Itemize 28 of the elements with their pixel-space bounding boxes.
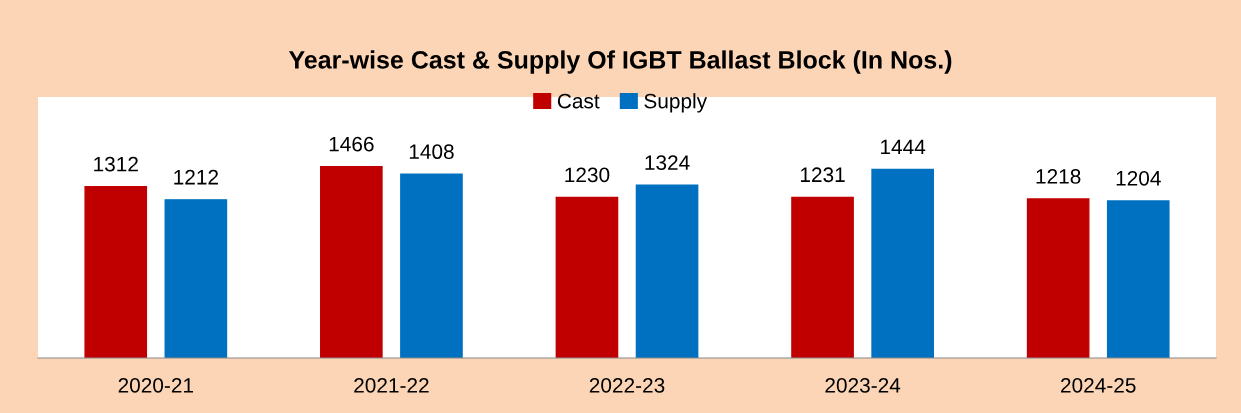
x-tick-label: 2024-25 bbox=[1061, 377, 1136, 393]
data-label: 1324 bbox=[645, 155, 690, 170]
legend-label: Cast bbox=[557, 93, 600, 109]
x-tick-label: 2023-24 bbox=[825, 377, 901, 393]
data-label: 1212 bbox=[174, 169, 218, 185]
data-label: 1466 bbox=[329, 136, 374, 152]
bar bbox=[1106, 200, 1170, 358]
bar bbox=[1026, 198, 1090, 358]
data-label: 1312 bbox=[94, 156, 138, 172]
bar bbox=[84, 186, 148, 358]
x-tick-label: 2022-23 bbox=[589, 377, 665, 393]
data-label: 1204 bbox=[1116, 170, 1161, 186]
bar bbox=[791, 196, 854, 358]
bar bbox=[555, 196, 619, 358]
bar bbox=[400, 173, 463, 358]
data-label: 1231 bbox=[800, 167, 845, 183]
bar bbox=[320, 165, 383, 358]
data-label: 1230 bbox=[565, 167, 610, 183]
chart-title: Year-wise Cast & Supply Of IGBT Ballast Block (In Nos.) bbox=[288, 50, 952, 74]
bar bbox=[871, 168, 934, 358]
data-label: 1408 bbox=[409, 144, 454, 160]
data-label: 1444 bbox=[881, 139, 926, 155]
bar bbox=[635, 184, 699, 358]
bar bbox=[164, 199, 228, 358]
x-tick-label: 2021-22 bbox=[354, 377, 429, 393]
x-tick-label: 2020-21 bbox=[118, 377, 194, 393]
legend-label: Supply bbox=[644, 93, 708, 113]
data-label: 1218 bbox=[1036, 169, 1081, 184]
